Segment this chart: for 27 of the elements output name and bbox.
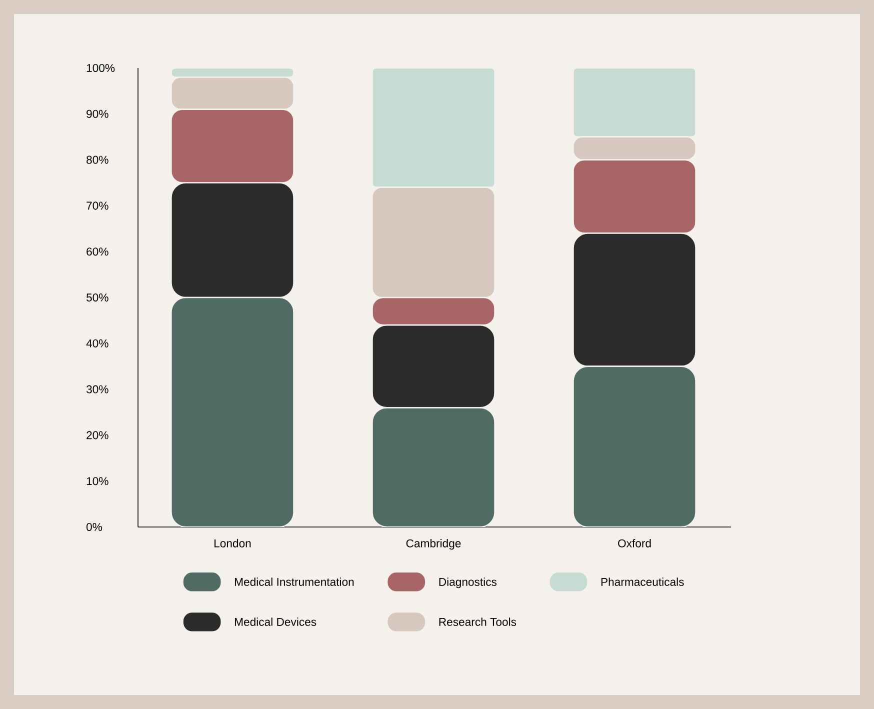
bar xyxy=(170,296,294,527)
y-tick-label: 30% xyxy=(86,385,108,394)
y-tick-label: 0% xyxy=(86,522,102,531)
bar xyxy=(372,406,496,527)
bar xyxy=(572,68,696,138)
bar xyxy=(372,186,496,298)
legend-label: Pharmaceuticals xyxy=(601,578,684,586)
x-tick-label: London xyxy=(214,539,251,548)
y-tick-label: 80% xyxy=(86,156,108,164)
x-tick-label: Oxford xyxy=(618,539,651,548)
legend-label: Medical Instrumentation xyxy=(234,578,354,586)
y-tick-label: 90% xyxy=(86,110,108,118)
legend-label: Diagnostics xyxy=(439,578,497,588)
legend-label: Research Tools xyxy=(439,618,516,626)
legend-label: Medical Devices xyxy=(234,618,316,626)
y-tick-label: 20% xyxy=(86,431,108,440)
bar xyxy=(170,76,294,110)
y-tick-label: 100% xyxy=(86,64,115,72)
bar xyxy=(572,366,696,527)
bar xyxy=(572,136,696,160)
y-tick-label: 50% xyxy=(86,293,108,302)
y-tick-label: 10% xyxy=(86,477,108,486)
y-tick-label: 40% xyxy=(86,339,108,348)
y-tick-label: 70% xyxy=(86,202,108,210)
y-tick-label: 60% xyxy=(86,248,108,256)
x-tick-label: Cambridge xyxy=(406,539,461,550)
bar xyxy=(372,68,496,188)
